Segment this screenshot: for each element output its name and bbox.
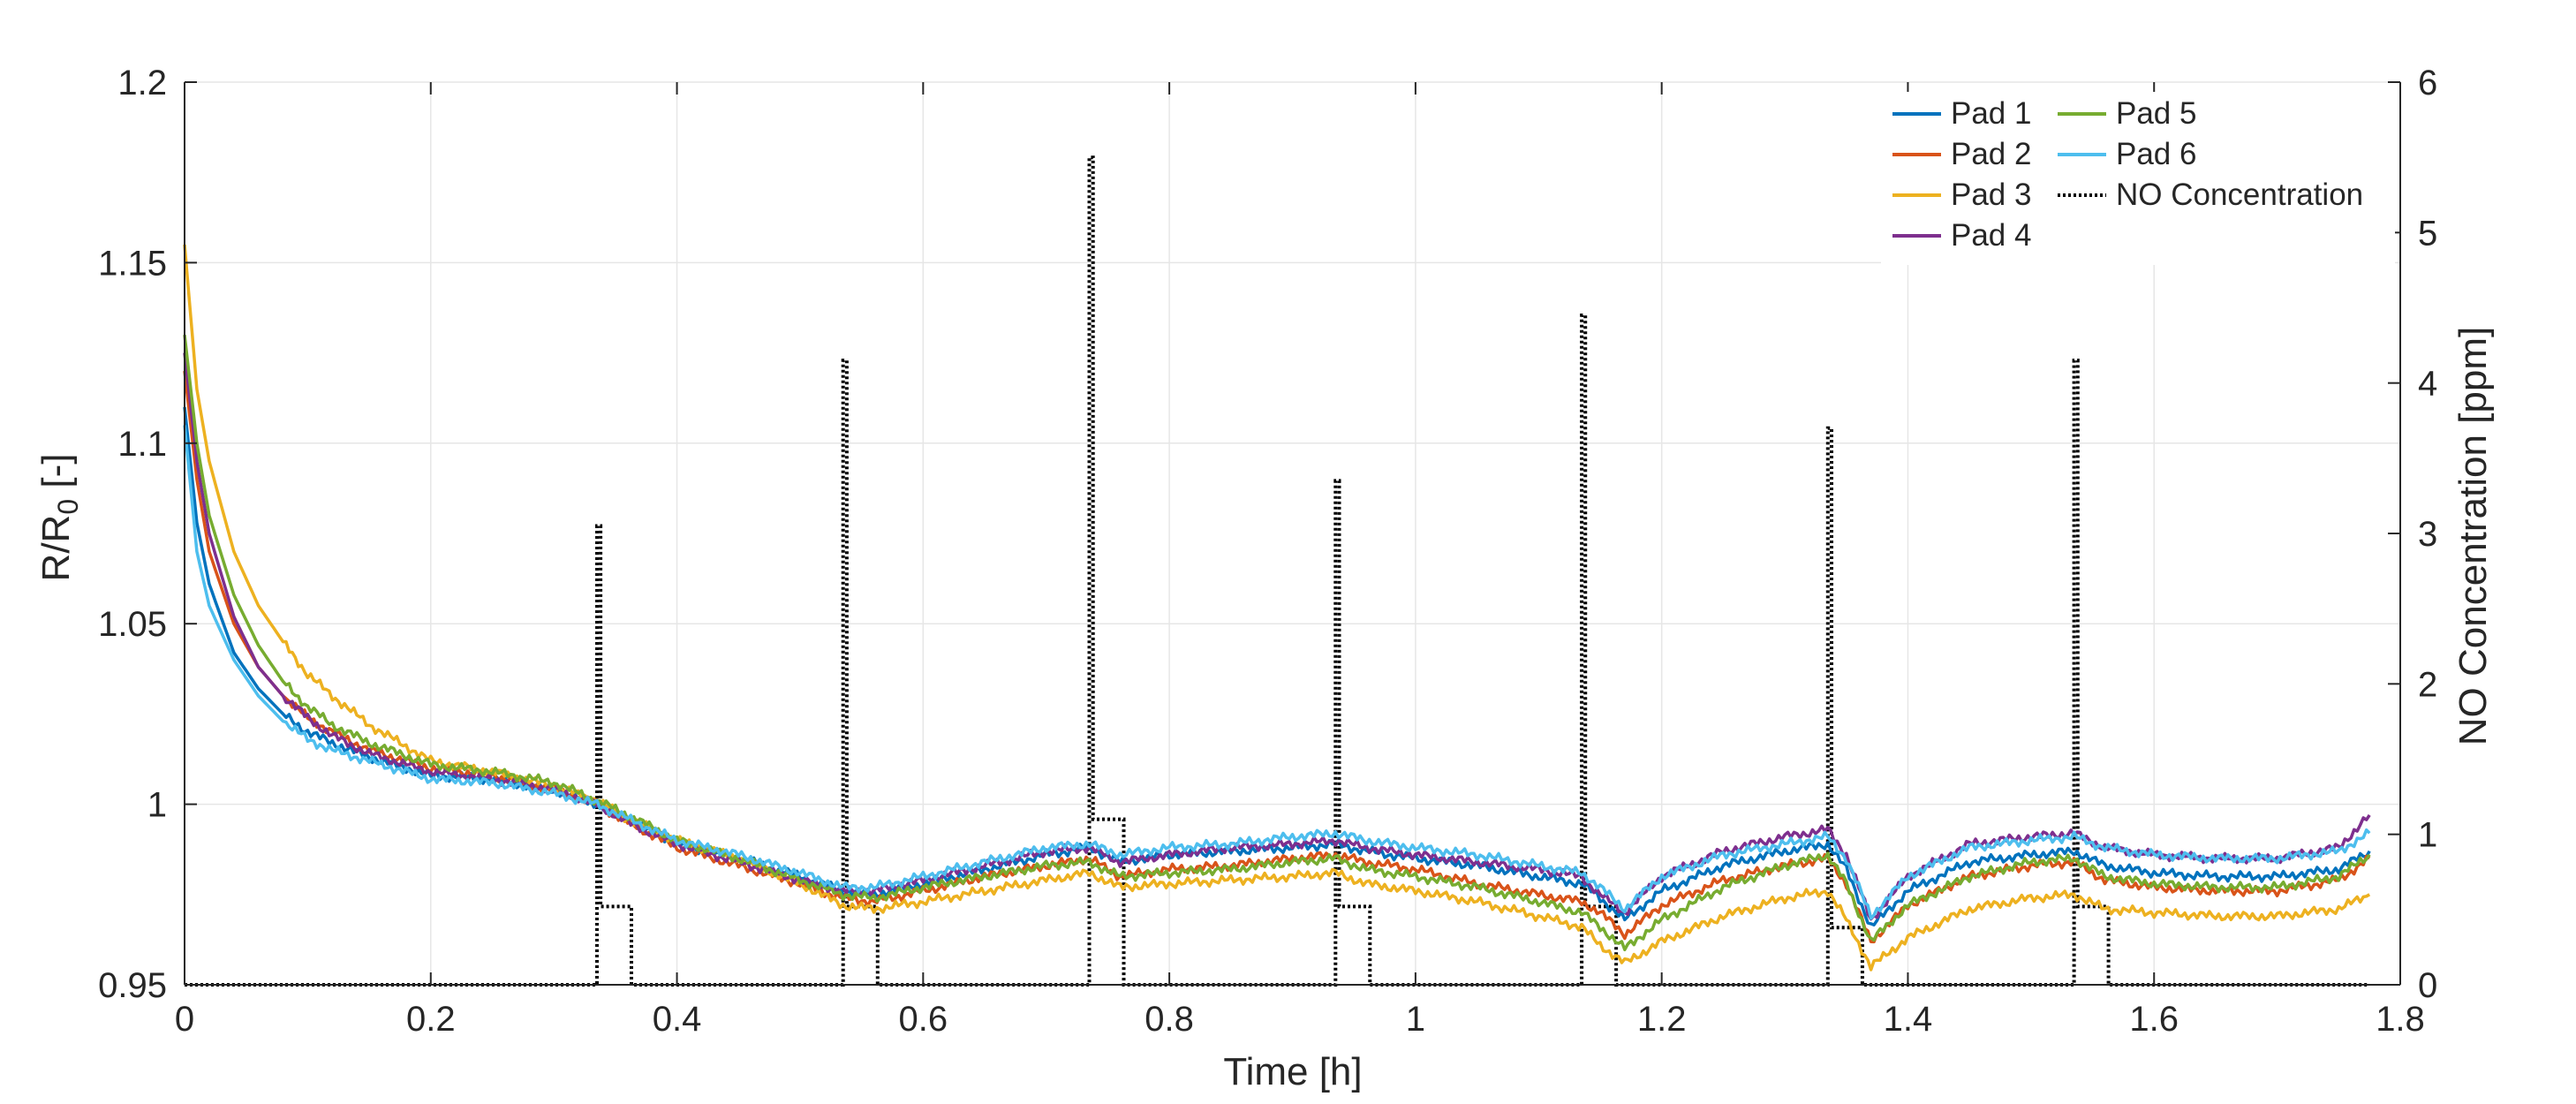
y-right-tick-label: 0 <box>2418 966 2437 1005</box>
series-no-concentration <box>185 155 2370 987</box>
x-tick-label: 0.6 <box>899 1000 948 1039</box>
x-axis-label: Time [h] <box>1223 1050 1362 1093</box>
y-right-tick-label: 1 <box>2418 816 2437 855</box>
legend-entry-label: Pad 5 <box>2116 96 2196 131</box>
y-axis-left-label: R/R0 [-] <box>34 454 84 582</box>
y-axis-right-label: NO Concentration [ppm] <box>2451 327 2495 745</box>
y-right-tick-label: 3 <box>2418 515 2437 554</box>
y-left-tick-label: 1.1 <box>117 425 167 464</box>
x-tick-label: 1 <box>1406 1000 1425 1039</box>
legend-entry-label: NO Concentration <box>2116 178 2363 212</box>
y-axis-left-label-suffix: [-] <box>34 454 78 499</box>
pad-series-group <box>183 244 2371 972</box>
legend-entry-label: Pad 4 <box>1951 218 2031 253</box>
x-tick-label: 0.2 <box>406 1000 456 1039</box>
y-axis-left-label-base: R/R <box>34 515 78 582</box>
y-left-tick-label: 1.15 <box>98 244 167 283</box>
legend-entry-label: Pad 1 <box>1951 96 2031 131</box>
y-right-tick-label: 4 <box>2418 365 2437 404</box>
y-left-tick-label: 1 <box>147 786 167 825</box>
series-pad-6 <box>183 425 2371 920</box>
y-axis-left-label-sub: 0 <box>52 499 84 515</box>
legend-entry-label: Pad 6 <box>2116 137 2196 171</box>
series-pad-5 <box>183 335 2371 952</box>
y-right-tick-label: 5 <box>2418 214 2437 253</box>
legend: Pad 1 Pad 2 Pad 3 Pad 4 Pad 5 Pad 6 NO Concent… <box>1881 92 2395 265</box>
legend-entry-label: Pad 3 <box>1951 178 2031 212</box>
y-left-tick-label: 1.05 <box>98 605 167 644</box>
legend-entry-label: Pad 2 <box>1951 137 2031 171</box>
x-tick-label: 0.8 <box>1144 1000 1194 1039</box>
x-tick-label: 0 <box>175 1000 194 1039</box>
legend-box <box>1881 92 2395 265</box>
ticks: 0 0.2 0.4 0.6 0.8 1 1.2 1.4 1.6 1.8 0.95 1 1.05 1.1 1.… <box>98 64 2437 1039</box>
x-tick-label: 1.2 <box>1637 1000 1687 1039</box>
y-right-tick-label: 6 <box>2418 64 2437 102</box>
no-concentration-series <box>185 155 2370 987</box>
y-right-tick-label: 2 <box>2418 665 2437 704</box>
x-tick-label: 1.4 <box>1884 1000 1933 1039</box>
x-tick-label: 1.8 <box>2376 1000 2425 1039</box>
x-tick-label: 1.6 <box>2129 1000 2179 1039</box>
y-left-tick-label: 0.95 <box>98 966 167 1005</box>
y-left-tick-label: 1.2 <box>117 64 167 102</box>
x-tick-label: 0.4 <box>653 1000 702 1039</box>
